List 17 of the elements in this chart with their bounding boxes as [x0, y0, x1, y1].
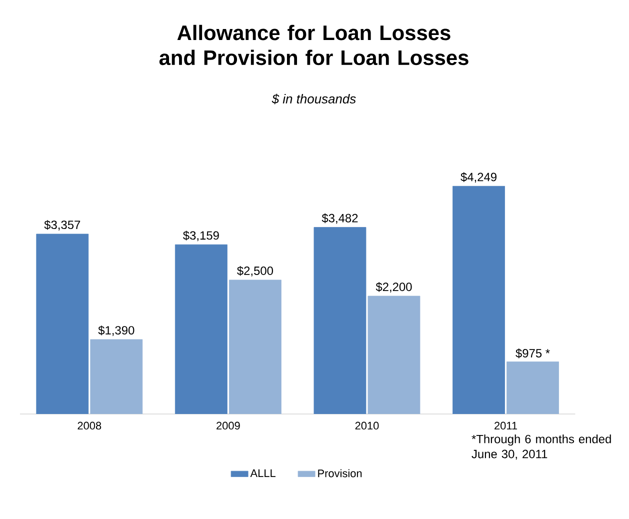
legend-label: Provision — [318, 469, 362, 478]
data-label: $2,500 — [237, 266, 274, 276]
legend-label: ALLL — [250, 469, 276, 477]
data-label: $2,200 — [376, 282, 412, 293]
x-tick-label: 2010 — [355, 422, 379, 430]
x-tick-label: 2011 — [494, 422, 518, 430]
x-tick-label: 2008 — [78, 422, 102, 430]
data-label: $1,390 — [98, 326, 134, 336]
x-tick-label: 2009 — [216, 422, 240, 430]
chart-title: Allowance for Loan Losses and Provision for Loan Losses — [159, 24, 468, 66]
data-label: $3,482 — [322, 213, 358, 224]
text: *Through 6 months ended June 30, 2011 — [472, 434, 611, 460]
data-label: $3,357 — [44, 220, 80, 230]
data-label: $3,159 — [183, 230, 219, 242]
data-label: $975 * — [516, 348, 550, 358]
chart-subtitle: $ in thousands — [272, 94, 356, 104]
data-label: $4,249 — [460, 172, 496, 183]
